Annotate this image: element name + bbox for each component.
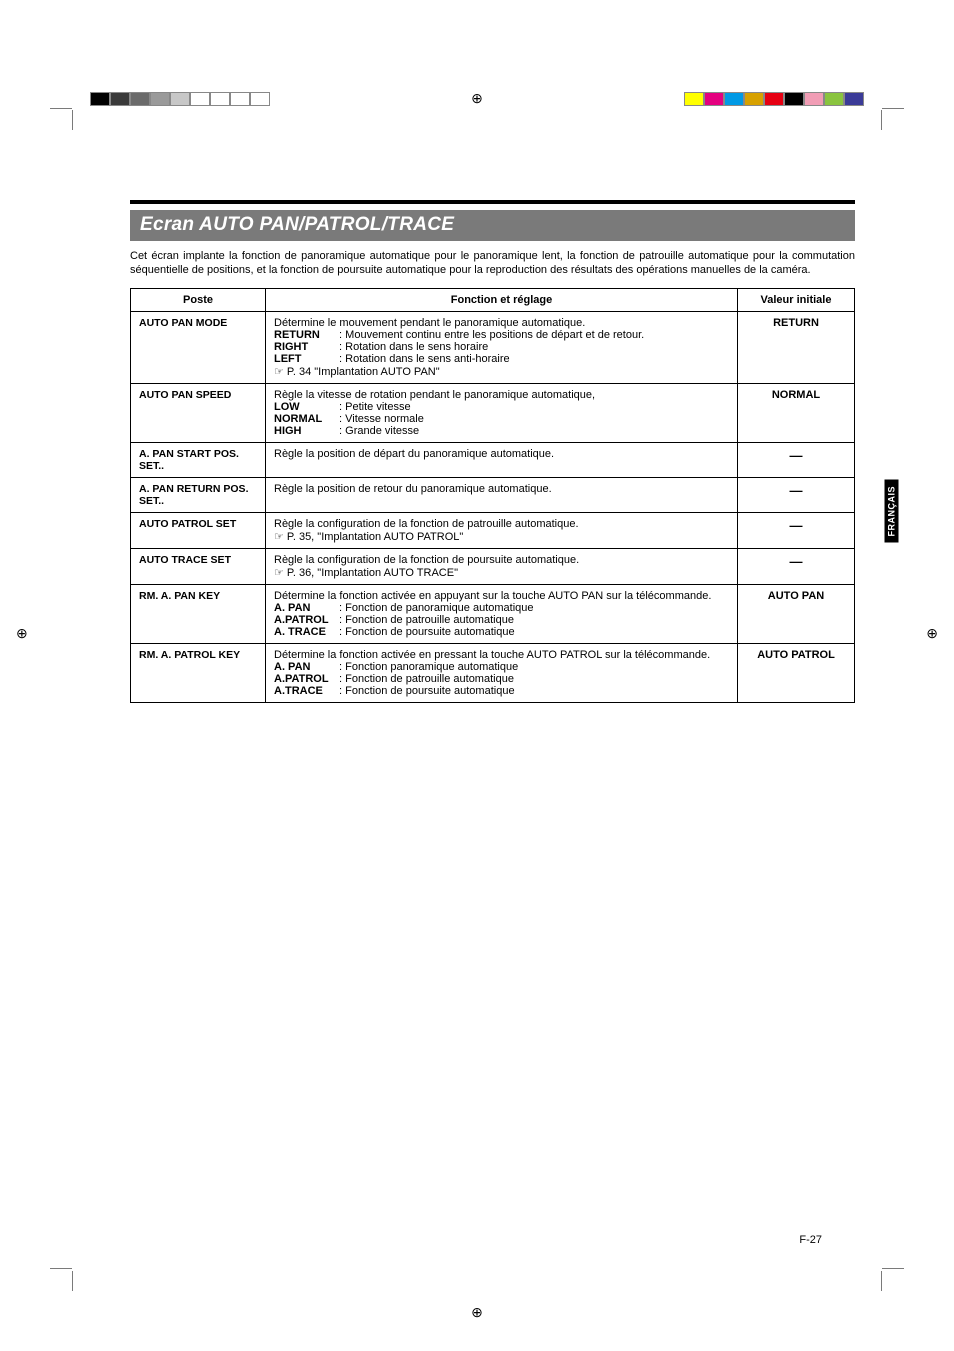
setting-description: Détermine la fonction activée en pressan… (266, 643, 738, 702)
crop-mark (882, 1268, 904, 1269)
color-swatch (210, 92, 230, 106)
color-swatch (744, 92, 764, 106)
page-content: Ecran AUTO PAN/PATROL/TRACE Cet écran im… (130, 200, 855, 703)
crop-mark (50, 108, 72, 109)
setting-initial-value: RETURN (738, 311, 855, 383)
section-rule (130, 200, 855, 204)
setting-initial-value: — (738, 442, 855, 477)
color-bar-right (684, 92, 864, 106)
registration-mark-bottom-icon: ⊕ (471, 1304, 483, 1321)
setting-initial-value: AUTO PATROL (738, 643, 855, 702)
section-intro: Cet écran implante la fonction de panora… (130, 249, 855, 278)
crop-mark (881, 1271, 882, 1291)
setting-description: Règle la configuration de la fonction de… (266, 512, 738, 548)
table-row: A. PAN RETURN POS. SET..Règle la positio… (131, 477, 855, 512)
setting-name: A. PAN RETURN POS. SET.. (131, 477, 266, 512)
table-row: AUTO TRACE SETRègle la configuration de … (131, 548, 855, 584)
table-row: AUTO PAN SPEEDRègle la vitesse de rotati… (131, 383, 855, 442)
color-swatch (724, 92, 744, 106)
setting-name: RM. A. PATROL KEY (131, 643, 266, 702)
setting-name: RM. A. PAN KEY (131, 584, 266, 643)
setting-name: AUTO PAN MODE (131, 311, 266, 383)
table-row: AUTO PAN MODEDétermine le mouvement pend… (131, 311, 855, 383)
setting-name: AUTO PATROL SET (131, 512, 266, 548)
crop-mark (882, 108, 904, 109)
setting-initial-value: AUTO PAN (738, 584, 855, 643)
setting-description: Détermine la fonction activée en appuyan… (266, 584, 738, 643)
color-swatch (844, 92, 864, 106)
color-swatch (764, 92, 784, 106)
page-number: F-27 (799, 1234, 822, 1246)
table-row: RM. A. PAN KEYDétermine la fonction acti… (131, 584, 855, 643)
color-swatch (684, 92, 704, 106)
col-header-item: Poste (131, 288, 266, 311)
registration-mark-top-icon: ⊕ (471, 90, 483, 107)
crop-mark (72, 110, 73, 130)
setting-description: Règle la position de départ du panoramiq… (266, 442, 738, 477)
col-header-val: Valeur initiale (738, 288, 855, 311)
section-title: Ecran AUTO PAN/PATROL/TRACE (130, 210, 855, 241)
color-swatch (230, 92, 250, 106)
color-bar-left (90, 92, 270, 106)
setting-initial-value: NORMAL (738, 383, 855, 442)
color-swatch (250, 92, 270, 106)
table-row: A. PAN START POS. SET..Règle la position… (131, 442, 855, 477)
color-swatch (704, 92, 724, 106)
table-row: AUTO PATROL SETRègle la configuration de… (131, 512, 855, 548)
registration-mark-left-icon: ⊕ (16, 625, 28, 642)
color-swatch (170, 92, 190, 106)
color-swatch (130, 92, 150, 106)
color-swatch (190, 92, 210, 106)
setting-name: AUTO PAN SPEED (131, 383, 266, 442)
crop-mark (881, 110, 882, 130)
col-header-func: Fonction et réglage (266, 288, 738, 311)
registration-mark-right-icon: ⊕ (926, 625, 938, 642)
setting-name: A. PAN START POS. SET.. (131, 442, 266, 477)
setting-name: AUTO TRACE SET (131, 548, 266, 584)
color-swatch (824, 92, 844, 106)
setting-initial-value: — (738, 477, 855, 512)
crop-mark (72, 1271, 73, 1291)
color-swatch (150, 92, 170, 106)
setting-initial-value: — (738, 548, 855, 584)
setting-initial-value: — (738, 512, 855, 548)
color-swatch (110, 92, 130, 106)
table-row: RM. A. PATROL KEYDétermine la fonction a… (131, 643, 855, 702)
settings-table: Poste Fonction et réglage Valeur initial… (130, 288, 855, 703)
color-swatch (804, 92, 824, 106)
setting-description: Règle la configuration de la fonction de… (266, 548, 738, 584)
setting-description: Règle la position de retour du panoramiq… (266, 477, 738, 512)
color-swatch (784, 92, 804, 106)
setting-description: Règle la vitesse de rotation pendant le … (266, 383, 738, 442)
language-tab: FRANÇAIS (884, 480, 898, 543)
color-swatch (90, 92, 110, 106)
crop-mark (50, 1268, 72, 1269)
setting-description: Détermine le mouvement pendant le panora… (266, 311, 738, 383)
